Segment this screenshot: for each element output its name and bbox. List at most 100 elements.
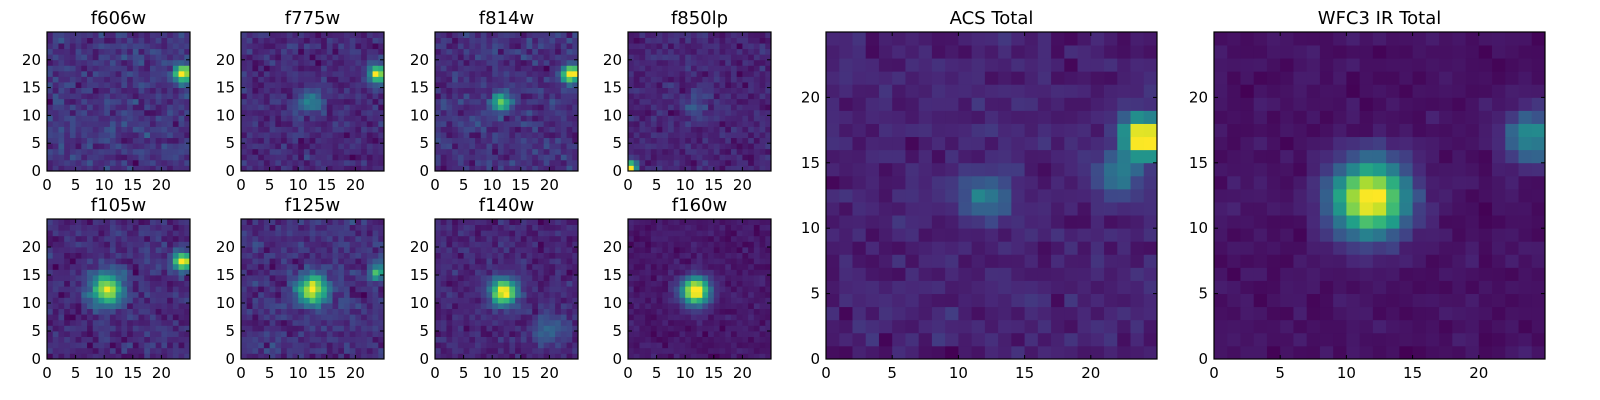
heatmap-cell — [560, 258, 567, 265]
heatmap-cell — [92, 224, 99, 231]
heatmap-cell — [292, 286, 299, 293]
heatmap-cell — [167, 314, 174, 321]
heatmap-cell — [184, 258, 191, 265]
heatmap-cell — [104, 115, 111, 122]
heatmap-cell — [361, 165, 368, 172]
heatmap-cell — [668, 54, 675, 61]
heatmap-cell — [503, 230, 510, 237]
heatmap-cell — [497, 54, 505, 61]
heatmap-cell — [446, 126, 453, 133]
heatmap-cell — [736, 120, 743, 127]
heatmap-cell — [349, 336, 356, 343]
heatmap-cell — [315, 165, 322, 172]
heatmap-cell — [486, 59, 493, 66]
heatmap-cell — [321, 280, 328, 287]
heatmap-cell — [696, 314, 703, 321]
heatmap-cell — [132, 342, 139, 349]
heatmap-cell — [184, 263, 191, 270]
heatmap-cell — [258, 109, 265, 116]
heatmap-cell — [572, 143, 579, 150]
heatmap-cell — [730, 336, 738, 343]
heatmap-cell — [286, 126, 293, 133]
heatmap-cell — [178, 297, 185, 304]
heatmap-cell — [298, 280, 305, 287]
heatmap-cell — [132, 54, 139, 61]
heatmap-cell — [555, 286, 562, 293]
heatmap-cell — [298, 286, 305, 293]
heatmap-cell — [52, 154, 59, 161]
heatmap-cell — [452, 275, 459, 281]
heatmap-cell — [292, 235, 299, 242]
heatmap-cell — [349, 258, 356, 265]
heatmap-cell — [366, 353, 373, 360]
heatmap-cell — [639, 48, 646, 55]
heatmap-cell — [713, 165, 720, 172]
heatmap-cell — [708, 275, 715, 281]
heatmap-cell — [549, 148, 556, 155]
heatmap-cell — [81, 159, 88, 166]
heatmap-cell — [87, 54, 94, 61]
heatmap-cell — [645, 143, 652, 150]
x-tick-label: 20 — [540, 364, 559, 382]
heatmap-cell — [75, 159, 82, 166]
heatmap-cell — [269, 230, 276, 237]
heatmap-cell — [75, 32, 82, 38]
heatmap-cell — [378, 325, 385, 332]
heatmap-cell — [526, 269, 533, 276]
heatmap-cell — [475, 247, 482, 253]
heatmap-cell — [361, 297, 368, 304]
heatmap-cell — [355, 148, 362, 155]
heatmap-cell — [132, 137, 139, 144]
heatmap-cell — [679, 98, 686, 105]
heatmap-cell — [679, 297, 686, 304]
heatmap-cell — [47, 224, 54, 231]
heatmap-cell — [759, 143, 766, 150]
heatmap-cell — [281, 165, 288, 172]
y-tick-label: 10 — [216, 106, 235, 124]
heatmap-cell — [338, 143, 345, 150]
heatmap-cell — [87, 258, 94, 265]
heatmap-cell — [52, 148, 59, 155]
axes-frame — [434, 218, 579, 360]
heatmap-cell — [155, 132, 162, 139]
heatmap-cell — [378, 154, 385, 161]
heatmap-cell — [742, 342, 749, 349]
heatmap-cell — [338, 65, 345, 72]
heatmap-cell — [446, 37, 453, 44]
heatmap-cell — [759, 126, 766, 133]
heatmap-cell — [241, 331, 248, 337]
heatmap-cell — [343, 303, 351, 309]
heatmap-cell — [503, 54, 510, 61]
heatmap-cell — [673, 32, 680, 38]
heatmap-cell — [138, 336, 145, 343]
heatmap-cell — [343, 319, 351, 326]
heatmap-cell — [155, 314, 162, 321]
heatmap-cell — [572, 308, 579, 315]
heatmap-cell — [452, 252, 459, 259]
heatmap-cell — [309, 314, 316, 321]
heatmap-cell — [149, 319, 157, 326]
heatmap-cell — [292, 120, 299, 127]
heatmap-cell — [172, 43, 179, 50]
heatmap-cell — [361, 154, 368, 161]
heatmap-cell — [47, 43, 54, 50]
heatmap-cell — [275, 104, 282, 111]
heatmap-cell — [446, 219, 453, 225]
heatmap-cell — [446, 303, 453, 309]
heatmap-cell — [532, 43, 539, 50]
heatmap-cell — [702, 148, 709, 155]
heatmap-cell — [639, 59, 646, 66]
heatmap-cell — [656, 297, 663, 304]
heatmap-cell — [104, 308, 111, 315]
heatmap-cell — [520, 70, 527, 77]
heatmap-cell — [149, 98, 157, 105]
heatmap-cell — [332, 48, 339, 55]
heatmap-cell — [69, 269, 76, 276]
heatmap-cell — [633, 76, 640, 83]
heatmap-cell — [509, 32, 516, 38]
heatmap-cell — [668, 143, 675, 150]
heatmap-cell — [47, 342, 54, 349]
heatmap-cell — [275, 70, 282, 77]
heatmap-cell — [241, 143, 248, 150]
heatmap-cell — [144, 154, 151, 161]
